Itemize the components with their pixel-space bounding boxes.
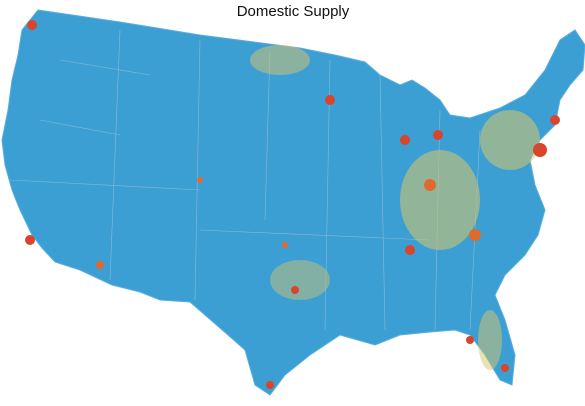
hotspot bbox=[282, 242, 288, 248]
hotspot bbox=[25, 235, 35, 245]
hotspot bbox=[96, 261, 104, 269]
hotspot bbox=[197, 177, 203, 183]
hotspot bbox=[325, 95, 335, 105]
us-map bbox=[1, 9, 585, 396]
hotspot bbox=[27, 20, 37, 30]
hotspot bbox=[480, 110, 540, 170]
hotspot bbox=[501, 364, 509, 372]
hotspot bbox=[291, 286, 299, 294]
hotspot bbox=[533, 143, 547, 157]
hotspot bbox=[250, 45, 310, 75]
hotspot bbox=[478, 310, 502, 370]
hotspot bbox=[266, 381, 274, 389]
hotspot bbox=[466, 336, 474, 344]
map-title: Domestic Supply bbox=[237, 3, 350, 20]
hotspot bbox=[405, 245, 415, 255]
supply-hotspots bbox=[25, 20, 560, 389]
hotspot bbox=[270, 260, 330, 300]
hotspot bbox=[424, 179, 436, 191]
hotspot bbox=[400, 135, 410, 145]
hotspot bbox=[400, 150, 480, 250]
us-outline bbox=[1, 9, 585, 396]
hotspot bbox=[469, 229, 481, 241]
hotspot bbox=[550, 115, 560, 125]
hotspot bbox=[433, 130, 443, 140]
